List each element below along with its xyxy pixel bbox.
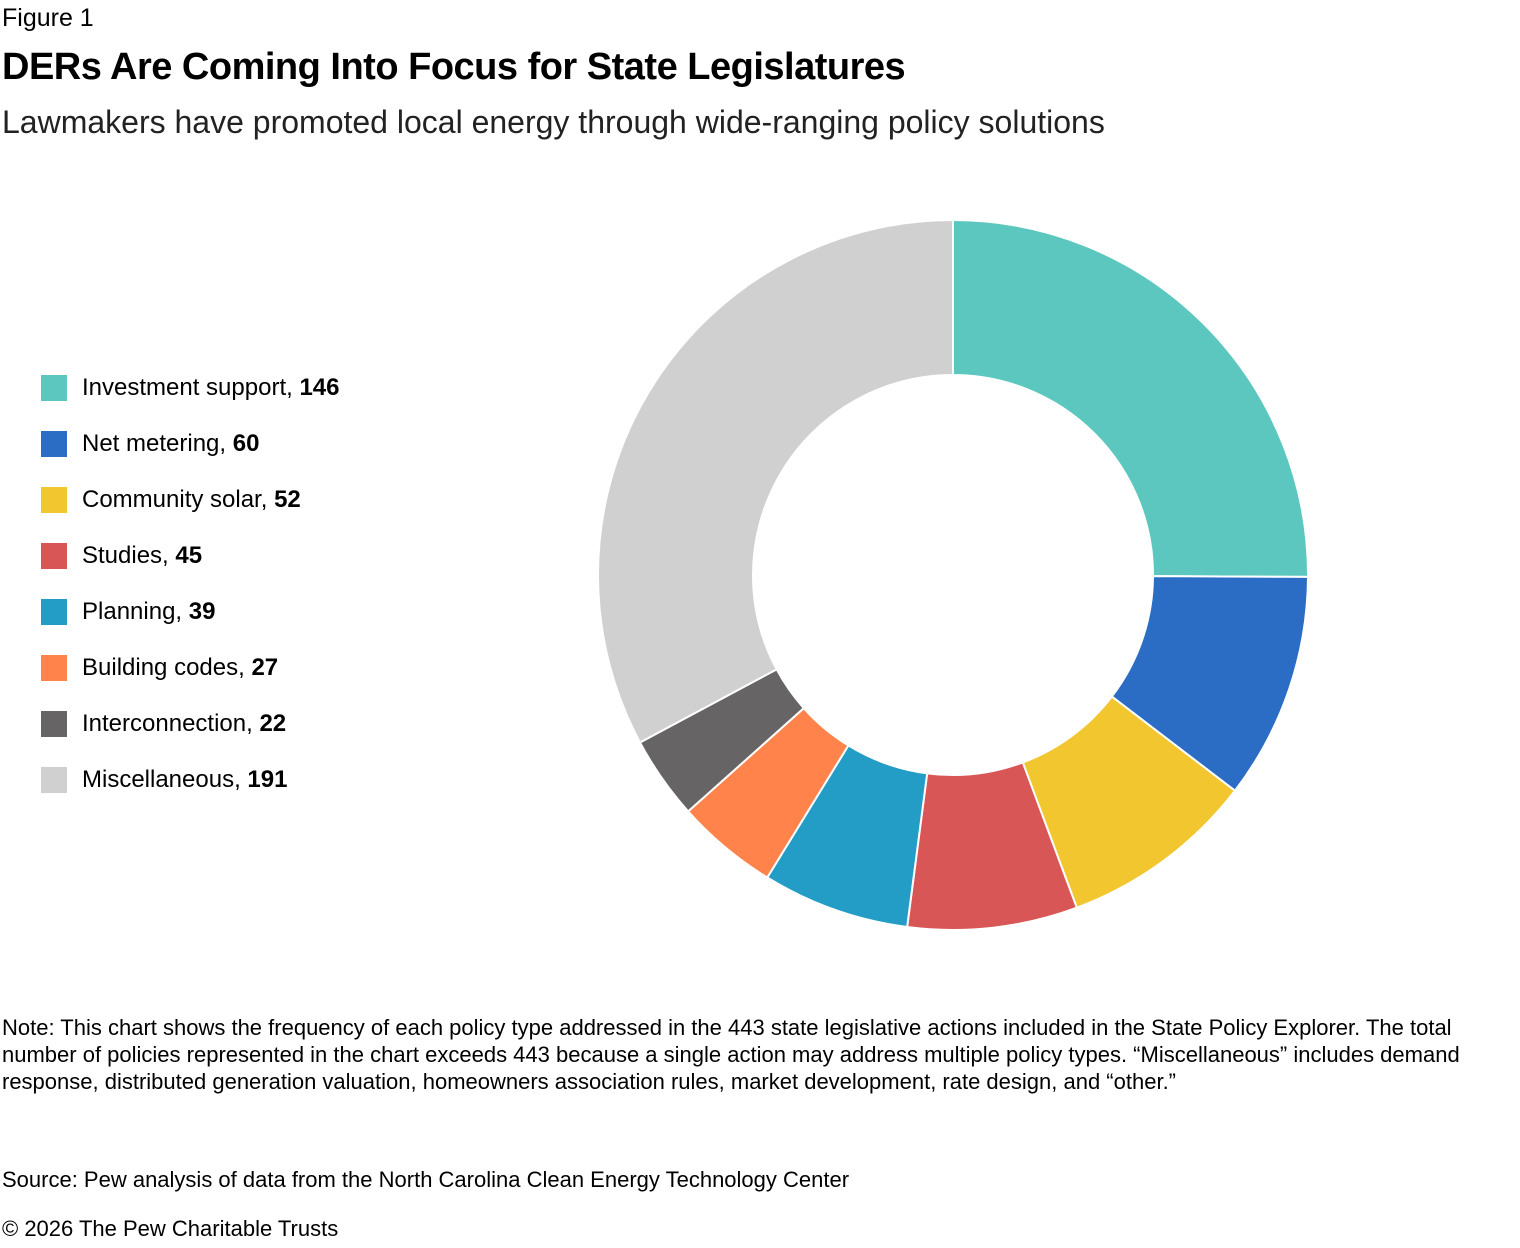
legend-value: 52 xyxy=(274,486,301,513)
legend-label: Investment support, 146 xyxy=(82,374,340,401)
source-text: Source: Pew analysis of data from the No… xyxy=(2,1167,850,1192)
legend-swatch xyxy=(41,655,67,681)
copyright-text: © 2026 The Pew Charitable Trusts xyxy=(2,1216,339,1241)
legend-item: Planning, 39 xyxy=(41,584,340,640)
legend-value: 191 xyxy=(247,766,288,793)
figure-label: Figure 1 xyxy=(2,4,94,32)
legend-swatch xyxy=(41,431,67,457)
legend-swatch xyxy=(41,543,67,569)
legend-swatch xyxy=(41,599,67,625)
legend-value: 60 xyxy=(232,430,260,457)
legend-swatch xyxy=(41,767,67,793)
legend-item: Interconnection, 22 xyxy=(41,696,340,752)
note-text: Note: This chart shows the frequency of … xyxy=(2,1015,1460,1094)
legend-item: Studies, 45 xyxy=(41,528,340,584)
donut-slice-investment-support xyxy=(952,218,1309,578)
legend-label: Miscellaneous, 191 xyxy=(82,766,288,793)
legend-value: 146 xyxy=(299,374,340,401)
legend-label: Interconnection, 22 xyxy=(82,710,287,737)
legend-swatch xyxy=(41,711,67,737)
legend-swatch xyxy=(41,487,67,513)
legend-item: Building codes, 27 xyxy=(41,640,340,696)
chart-subtitle: Lawmakers have promoted local energy thr… xyxy=(2,104,1105,140)
legend-item: Miscellaneous, 191 xyxy=(41,752,340,808)
legend-item: Community solar, 52 xyxy=(41,472,340,528)
legend-item: Net metering, 60 xyxy=(41,416,340,472)
legend-label: Planning, 39 xyxy=(82,598,216,625)
legend-item: Investment support, 146 xyxy=(41,360,340,416)
donut-chart xyxy=(597,218,1309,931)
legend-value: 39 xyxy=(188,598,216,625)
legend: Investment support, 146 Net metering, 60 C… xyxy=(41,360,340,808)
legend-label: Community solar, 52 xyxy=(82,486,301,513)
legend-value: 45 xyxy=(175,542,203,569)
legend-value: 22 xyxy=(259,710,287,737)
legend-label: Net metering, 60 xyxy=(82,430,260,457)
chart-title: DERs Are Coming Into Focus for State Leg… xyxy=(2,46,906,88)
legend-label: Studies, 45 xyxy=(82,542,203,569)
legend-swatch xyxy=(41,375,67,401)
legend-label: Building codes, 27 xyxy=(82,654,279,681)
donut-slice-miscellaneous xyxy=(597,218,954,744)
legend-value: 27 xyxy=(251,654,279,681)
